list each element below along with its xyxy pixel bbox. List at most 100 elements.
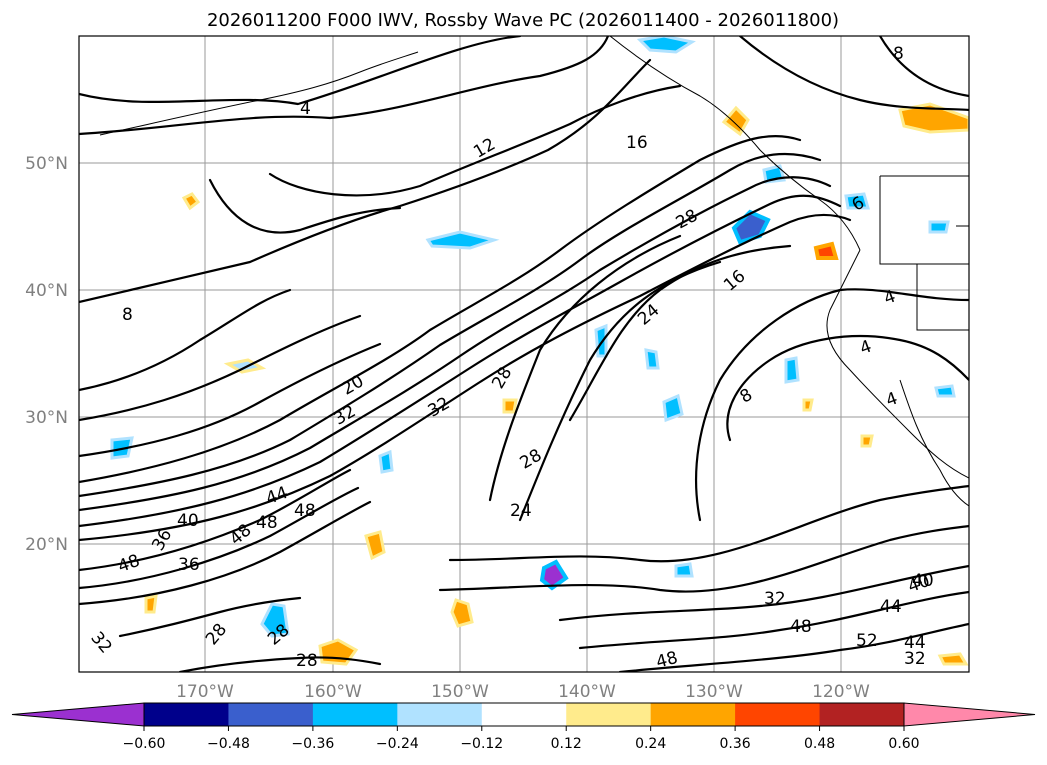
colorbar-segment: [144, 703, 229, 726]
contour-label: 8: [122, 305, 133, 325]
contour-line: [79, 58, 652, 304]
contour-line: [268, 84, 682, 197]
anomaly-blob: [181, 192, 201, 211]
colorbar-tick-label: −0.36: [291, 736, 334, 752]
anomaly-blob: [860, 434, 874, 448]
contour-line: [79, 36, 610, 136]
contour-line: [618, 622, 969, 672]
contour-line: [488, 234, 682, 502]
anomaly-blob: [721, 105, 750, 137]
anomaly-shading: [110, 36, 969, 666]
coastline-baja: [899, 379, 969, 507]
contour-line: [448, 484, 969, 563]
colorbar-tick-label: 0.36: [720, 736, 751, 752]
contour-label: 48: [790, 617, 812, 637]
lat-label: 40°N: [25, 281, 68, 301]
colorbar-segment: [819, 703, 905, 726]
contour-line: [79, 486, 360, 590]
contour-label: 32: [904, 649, 926, 669]
colorbar-frame: [143, 702, 905, 727]
colorbar-segment: [397, 703, 483, 726]
state-borders: [879, 175, 969, 331]
anomaly-blob: [937, 652, 969, 666]
anomaly-blob: [364, 530, 386, 561]
anomaly-blob: [260, 602, 290, 638]
anomaly-blob: [928, 220, 950, 234]
lon-label: 150°W: [431, 682, 489, 702]
anomaly-blob: [539, 559, 569, 591]
anomaly-blob: [784, 356, 800, 384]
contour-line: [738, 36, 969, 112]
anomaly-blob: [636, 36, 696, 54]
contour-line: [79, 500, 372, 606]
lat-label: 20°N: [25, 535, 68, 555]
anomaly-blob: [450, 598, 474, 628]
colorbar-segment: [228, 703, 314, 726]
contour-line: [79, 36, 522, 106]
contour-label: 52: [856, 631, 878, 651]
contour-line: [79, 134, 802, 484]
colorbar-extend-max: [903, 702, 1036, 727]
contour-line: [79, 314, 362, 422]
anomaly-blob: [674, 562, 694, 578]
contour-line: [79, 213, 852, 542]
anomaly-blob: [594, 323, 608, 358]
contour-label: 40: [177, 511, 199, 531]
colorbar-tick-label: 0.48: [804, 736, 835, 752]
contour-label: 48: [256, 513, 278, 533]
colorbar-tick-label: 0.12: [551, 736, 582, 752]
colorbar-tick-label: 0.60: [888, 736, 919, 752]
contour-label: 48: [654, 648, 680, 673]
lon-label: 120°W: [812, 682, 870, 702]
lon-label: 140°W: [558, 682, 616, 702]
map-panel: 8 4 12 16 8 28 16 24 40 20 32 28 32 28 4…: [78, 35, 970, 673]
contour-line: [695, 288, 969, 522]
contour-line: [79, 468, 352, 572]
contour-label: 32: [764, 589, 786, 609]
lon-label: 160°W: [304, 682, 362, 702]
contour-label: 44: [880, 597, 902, 617]
contour-label: 36: [178, 555, 200, 575]
contour-line: [208, 178, 402, 234]
latitude-labels: 50°N 40°N 30°N 20°N: [25, 154, 68, 555]
contour-label: 28: [296, 651, 318, 671]
contour-label: 44: [904, 633, 926, 653]
anomaly-blob: [898, 102, 969, 134]
colorbar-tick-label: −0.12: [460, 736, 503, 752]
lon-label: 170°W: [176, 682, 234, 702]
colorbar-segment: [566, 703, 652, 726]
colorbar-segment: [735, 703, 821, 726]
contour-line: [568, 244, 792, 422]
colorbar-segment: [650, 703, 736, 726]
contour-label: 48: [294, 501, 316, 521]
colorbar-segment: [481, 703, 567, 726]
colorbar-tick-label: −0.60: [123, 736, 166, 752]
lat-label: 30°N: [25, 408, 68, 428]
anomaly-blob: [223, 358, 267, 374]
colorbar-segment: [312, 703, 398, 726]
contour-line: [79, 152, 822, 498]
anomaly-blob: [934, 384, 956, 398]
iwv-contours: [79, 36, 969, 672]
contour-line: [79, 288, 292, 392]
contour-line: [79, 176, 832, 512]
colorbar-extend-min: [11, 702, 145, 727]
contour-line: [518, 260, 722, 522]
contour-line: [578, 590, 969, 650]
contour-label: 24: [510, 501, 532, 521]
anomaly-blob: [425, 230, 500, 250]
contour-line: [79, 342, 382, 458]
contour-line: [878, 36, 969, 98]
coastline-alaska-bc: [609, 36, 861, 251]
colorbar: −0.60 −0.48 −0.36 −0.24 −0.12 0.12 0.24 0.36 0.4…: [11, 702, 1036, 752]
map-frame: [78, 35, 970, 673]
longitude-labels: 170°W 160°W 150°W 140°W 130°W 120°W: [176, 682, 870, 702]
contour-label: 4: [300, 99, 311, 119]
contour-label: 8: [893, 44, 904, 64]
lat-label: 50°N: [25, 154, 68, 174]
anomaly-blob: [644, 348, 660, 370]
anomaly-blob: [502, 398, 518, 414]
contour-line: [118, 596, 302, 638]
chart-title: 2026011200 F000 IWV, Rossby Wave PC (202…: [207, 10, 839, 31]
